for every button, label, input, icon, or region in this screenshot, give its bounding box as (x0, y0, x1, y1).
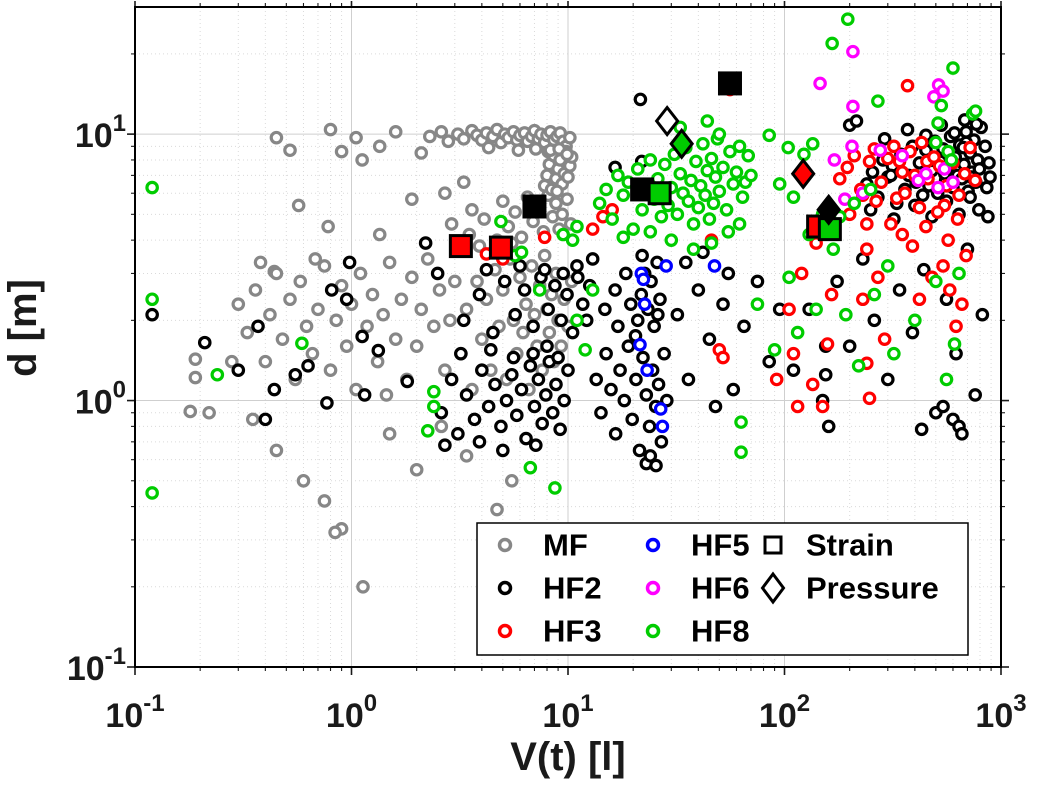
legend-label: HF6 (691, 571, 750, 606)
tick-label: 101 (75, 110, 126, 155)
tick-label: 101 (542, 690, 593, 735)
legend-label: Pressure (806, 571, 939, 606)
legend-box (476, 522, 969, 656)
tick-label: 10-1 (67, 643, 126, 688)
tick-label: 103 (975, 690, 1026, 735)
tick-labels: 10-1 100 101 102 103 10-1 100 101 (67, 110, 1027, 735)
strain-marker (488, 235, 513, 260)
HF6-legend-marker-icon (645, 580, 661, 596)
legend-entry-HF8: HF8 (645, 614, 750, 649)
legend-entry-Pressure: Pressure (760, 571, 939, 606)
tick-label: 102 (759, 690, 810, 735)
legend-label: HF8 (691, 614, 750, 649)
strain-marker (647, 181, 672, 206)
HF8-legend-marker-icon (645, 623, 661, 639)
strain-pressure-markers (448, 71, 842, 260)
pressure-diamond-icon (760, 571, 786, 605)
tick-label: 100 (75, 377, 126, 422)
HF3-legend-marker-icon (497, 623, 513, 639)
series-HF8-points (145, 12, 983, 500)
pressure-marker (654, 105, 680, 137)
strain-marker (448, 234, 473, 259)
pressure-marker (669, 127, 695, 160)
MF-legend-marker-icon (497, 537, 513, 553)
strain-square-icon (763, 535, 783, 555)
HF2-legend-marker-icon (497, 580, 513, 596)
legend-label: HF5 (691, 528, 750, 563)
tick-label: 10-1 (105, 690, 164, 735)
legend-entry-HF6: HF6 (645, 571, 750, 606)
legend-entry-HF5: HF5 (645, 528, 750, 563)
tick-label: 100 (326, 690, 377, 735)
data-points (145, 12, 997, 594)
legend-label: Strain (806, 528, 894, 563)
plot-border (134, 6, 1002, 668)
legend-label: MF (543, 528, 588, 563)
legend-label: HF2 (543, 571, 602, 606)
series-HF6-points (813, 44, 960, 206)
legend-entry-MF: MF (497, 528, 588, 563)
pressure-marker (816, 193, 842, 226)
strain-marker (717, 71, 742, 96)
legend-entry-HF2: HF2 (497, 571, 602, 606)
x-axis-label: V(t) [l] (510, 735, 626, 779)
y-axis-label: d [m] (1, 279, 45, 377)
legend-entry-HF3: HF3 (497, 614, 602, 649)
legend-label: HF3 (543, 614, 602, 649)
pressure-marker (790, 157, 816, 190)
strain-marker (522, 194, 547, 219)
legend-entry-Strain: Strain (763, 528, 894, 563)
HF5-legend-marker-icon (645, 537, 661, 553)
series-HF5-points (633, 259, 722, 434)
legend: MF HF2 HF3 HF5 HF6 HF8 Strain Pressure (476, 522, 969, 656)
